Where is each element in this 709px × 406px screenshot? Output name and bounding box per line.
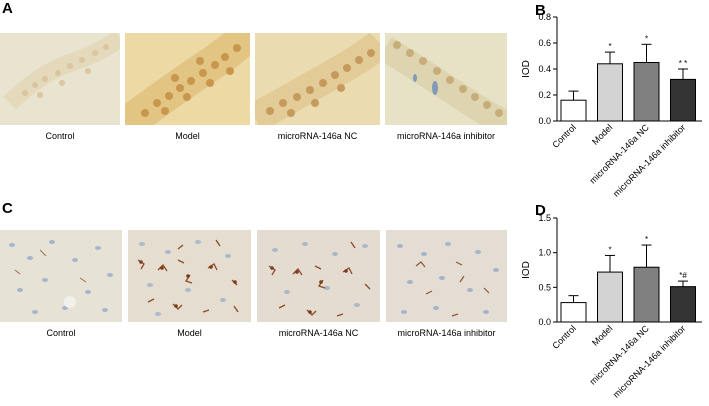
panel-letter-a: A [2,0,13,17]
caption-c-model: Model [177,328,202,338]
caption-c-nc: microRNA-146a NC [278,328,359,338]
micrograph-c-model [128,230,251,322]
panel-letter-d: D [535,202,546,219]
significance-mark-b: * * [679,59,687,68]
caption-a-model: Model [175,131,200,141]
y-tick-label-b: 0.6 [538,38,551,48]
micrograph-c-inhibitor [386,230,507,322]
panel-letter-c: C [2,200,13,217]
bar-d [633,266,660,323]
bar-b [670,78,696,122]
x-tick-label-b: microRNA-146a NC [588,122,652,186]
significance-mark-b: * [608,42,611,51]
x-tick-label-d: microRNA-146a inhibitor [611,323,687,399]
y-tick-label-b: 0.0 [538,116,551,126]
x-tick-label-d: microRNA-146a NC [588,323,652,387]
x-tick-label-b: Model [590,122,614,146]
bar-b [633,62,660,122]
caption-a-nc: microRNA-146a NC [277,131,358,141]
bar-b [560,99,587,122]
micrograph-c-nc [257,230,380,322]
y-tick-label-b: 0.4 [538,64,551,74]
significance-mark-b: * [645,34,648,43]
y-tick-label-d: 0.5 [538,282,551,292]
y-axis-label-b: IOD [521,60,532,78]
y-tick-label-b: 0.2 [538,90,551,100]
significance-mark-d: * [608,245,611,254]
x-tick-label-b: microRNA-146a inhibitor [611,122,687,198]
caption-c-control: Control [46,328,76,338]
x-tick-label-d: Control [550,323,578,351]
y-axis-label-d: IOD [521,261,532,279]
x-tick-label-b: Control [550,122,578,150]
micrograph-a-model [125,33,250,125]
bar-d [560,302,587,323]
significance-mark-d: *# [679,271,687,280]
bar-d [670,286,696,323]
significance-mark-d: * [645,235,648,244]
caption-a-control: Control [45,131,75,141]
caption-c-inhibitor: microRNA-146a inhibitor [397,328,496,338]
y-tick-label-d: 1.0 [538,248,551,258]
panel-letter-b: B [535,2,546,19]
x-tick-label-d: Model [590,323,614,347]
micrograph-a-inhibitor [385,33,507,125]
micrograph-a-control [0,33,120,125]
bar-d [597,271,623,323]
micrograph-a-nc [255,33,380,125]
y-tick-label-d: 0.0 [538,317,551,327]
micrograph-c-control [0,230,122,322]
bar-b [597,63,623,122]
caption-a-inhibitor: microRNA-146a inhibitor [396,131,496,141]
